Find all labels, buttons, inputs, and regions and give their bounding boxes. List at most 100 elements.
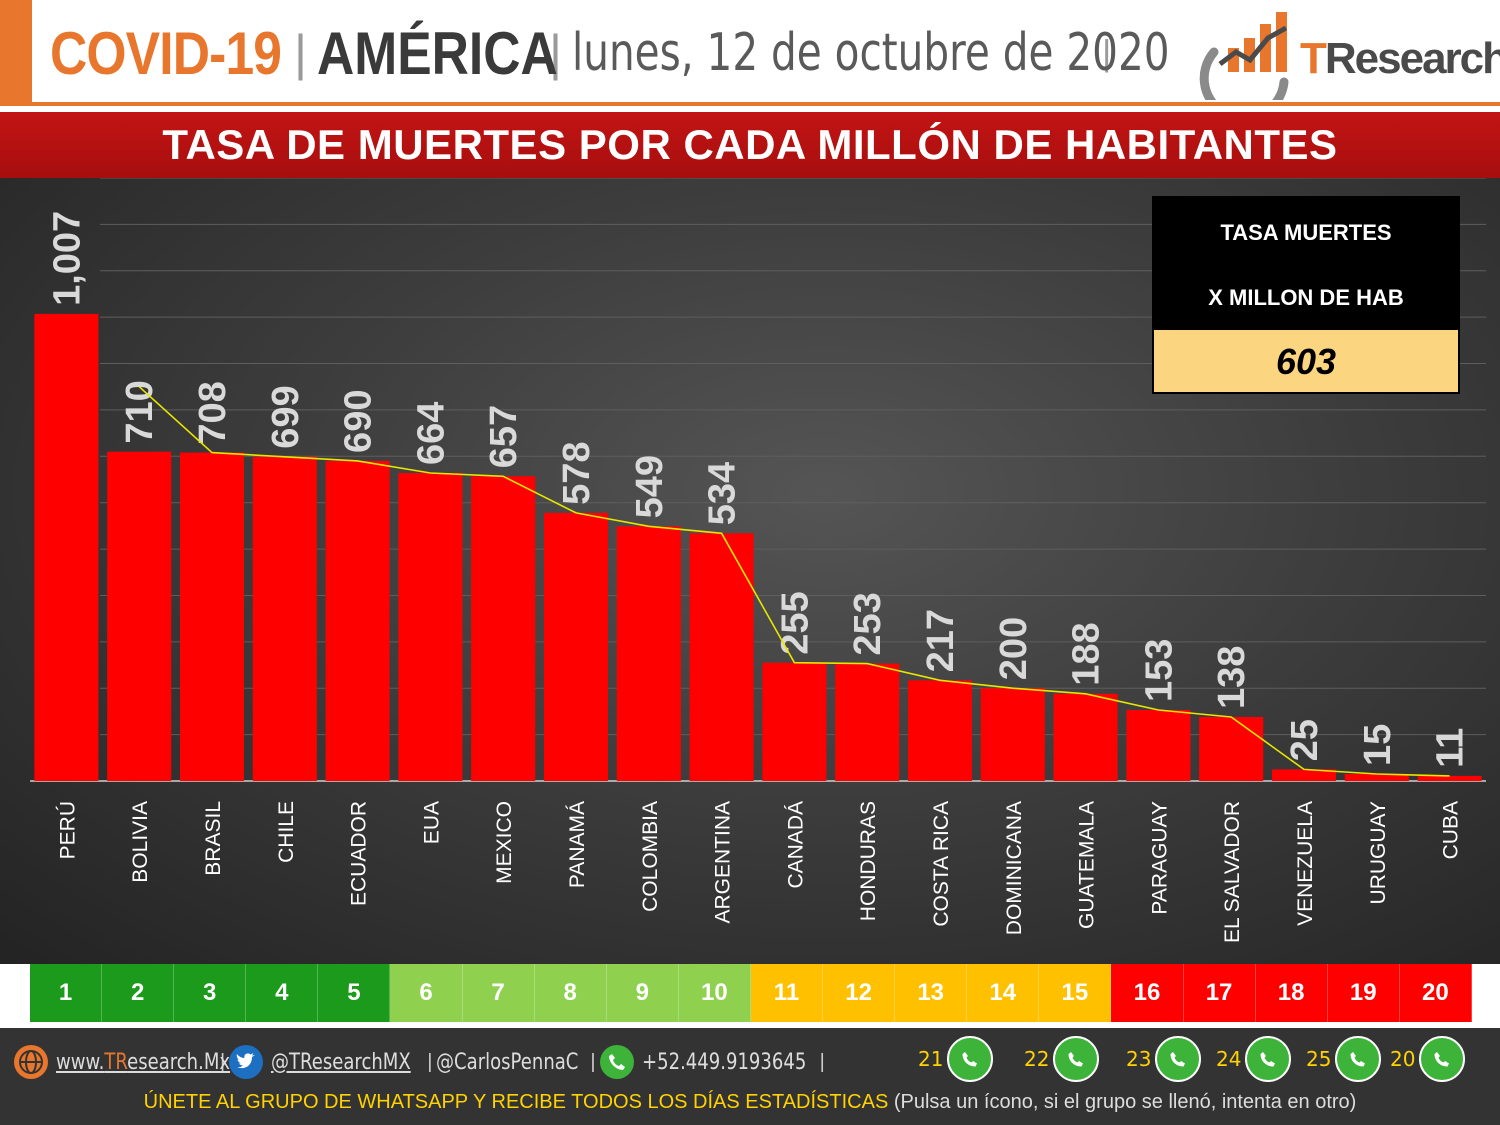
category-label: HONDURAS	[857, 801, 880, 921]
data-label: 11	[1430, 728, 1472, 768]
data-label: 710	[119, 380, 161, 443]
summary-label-line2: X MILLON DE HAB	[1208, 285, 1404, 310]
rank-cell: 17	[1183, 964, 1256, 1022]
bar	[543, 512, 609, 781]
category-label: CHILE	[275, 801, 298, 863]
bar	[762, 662, 827, 781]
logo-wordmark: TResearch	[1300, 34, 1500, 83]
rank-cell: 16	[1111, 964, 1184, 1022]
whatsapp-group-button[interactable]: 22	[1024, 1036, 1100, 1082]
summary-label-line1: TASA MUERTES	[1220, 220, 1392, 245]
category-label: URUGUAY	[1367, 801, 1390, 904]
twitter-icon	[229, 1045, 264, 1079]
instagram-handle: @CarlosPennaC	[436, 1049, 579, 1075]
category-label: EL SALVADOR	[1221, 801, 1244, 943]
whatsapp-group-button[interactable]: 24	[1216, 1036, 1292, 1082]
rank-cell: 10	[678, 964, 751, 1022]
rank-cell: 14	[967, 964, 1040, 1022]
whatsapp-group-button[interactable]: 23	[1126, 1036, 1202, 1082]
data-label: 549	[629, 455, 671, 518]
category-label: ECUADOR	[348, 801, 371, 906]
bar	[34, 313, 99, 781]
category-label: EUA	[420, 801, 443, 844]
data-label: 657	[483, 405, 525, 468]
category-label: VENEZUELA	[1294, 801, 1317, 926]
category-label: PANAMÁ	[566, 801, 589, 888]
whatsapp-group-button[interactable]: 25	[1306, 1036, 1382, 1082]
bar	[1126, 710, 1191, 781]
chart-title: TASA DE MUERTES POR CADA MILLÓN DE HABIT…	[162, 121, 1338, 168]
whatsapp-icon	[1335, 1036, 1382, 1082]
whatsapp-icon	[947, 1036, 994, 1082]
data-label: 578	[556, 441, 598, 504]
whatsapp-icon	[1245, 1036, 1292, 1082]
rank-cell: 20	[1399, 964, 1472, 1022]
bar	[398, 473, 463, 781]
bar	[179, 452, 245, 781]
category-label: CANADÁ	[784, 801, 807, 889]
category-label: DOMINICANA	[1003, 801, 1026, 935]
rank-cell: 3	[174, 964, 247, 1022]
summary-header: TASA MUERTES X MILLON DE HAB	[1154, 198, 1458, 328]
data-label: 25	[1284, 719, 1326, 761]
twitter-link[interactable]: @TResearchMX	[271, 1049, 411, 1075]
bar	[325, 460, 390, 781]
rank-cell: 6	[390, 964, 463, 1022]
category-label: PARAGUAY	[1148, 801, 1171, 915]
bar	[835, 663, 900, 781]
whatsapp-hint: (Pulsa un ícono, si el grupo se llenó, i…	[893, 1091, 1357, 1113]
phone-number: +52.449.9193645	[641, 1049, 806, 1075]
rank-cell: 4	[246, 964, 319, 1022]
data-label: 15	[1357, 724, 1399, 766]
whatsapp-cta: ÚNETE AL GRUPO DE WHATSAPP Y RECIBE TODO…	[143, 1091, 889, 1113]
footer-separator: |	[427, 1050, 433, 1073]
whatsapp-icon	[1155, 1036, 1202, 1082]
rank-cell: 2	[102, 964, 175, 1022]
category-label: BRASIL	[202, 801, 225, 876]
rank-strip: 1 2 3 4 5 6 7 8 9 10 11 12 13 14 15 16 17 18 19 20	[30, 964, 1472, 1022]
rank-cell: 9	[606, 964, 679, 1022]
category-label: PERÚ	[56, 801, 79, 859]
header-covid-label: COVID-19	[50, 19, 282, 87]
category-label: COLOMBIA	[639, 801, 662, 912]
whatsapp-group-button[interactable]: 21	[918, 1036, 994, 1082]
header-title: COVID-19 | AMÉRICA | lunes, 12 de octubr…	[50, 18, 1170, 88]
website-link[interactable]: www.TResearch.Mx	[56, 1049, 231, 1075]
whatsapp-icon	[1053, 1036, 1100, 1082]
category-label: ARGENTINA	[712, 801, 735, 924]
data-label: 708	[192, 381, 234, 444]
rank-cell: 11	[750, 964, 824, 1022]
footer-separator: |	[819, 1050, 825, 1073]
header-region: AMÉRICA	[317, 19, 558, 87]
header-date: lunes, 12 de octubre de 2020	[572, 23, 1170, 83]
data-label: 200	[993, 617, 1035, 680]
whatsapp-group-button[interactable]: 20	[1390, 1036, 1466, 1082]
bar	[1199, 716, 1264, 781]
header-underline	[32, 102, 1500, 106]
summary-box: TASA MUERTES X MILLON DE HAB 603	[1152, 196, 1460, 394]
rank-cell: 18	[1255, 964, 1328, 1022]
bar	[252, 456, 317, 781]
header-separator: |	[1102, 32, 1112, 73]
data-label: 699	[265, 385, 307, 448]
data-label: 1,007	[46, 211, 88, 306]
tresearch-logo: TResearch	[1196, 4, 1500, 123]
chart-title-bar: TASA DE MUERTES POR CADA MILLÓN DE HABIT…	[0, 112, 1500, 178]
bar	[1271, 769, 1337, 781]
footer: www.TResearch.Mx | @TResearchMX | @Carlo…	[0, 1028, 1500, 1125]
bar	[1344, 774, 1409, 781]
bar	[980, 688, 1045, 781]
category-label: MEXICO	[493, 801, 516, 884]
footer-contacts: www.TResearch.Mx | @TResearchMX | @Carlo…	[14, 1040, 829, 1084]
summary-value: 603	[1154, 328, 1458, 392]
data-label: 255	[774, 591, 816, 654]
rank-cell: 19	[1327, 964, 1400, 1022]
bar	[471, 476, 536, 781]
bar	[616, 526, 681, 781]
category-label: BOLIVIA	[129, 801, 152, 883]
rank-cell: 1	[30, 964, 103, 1022]
rank-cell: 15	[1039, 964, 1112, 1022]
rank-cell: 13	[895, 964, 968, 1022]
category-label: CUBA	[1440, 801, 1463, 859]
bar	[107, 451, 172, 781]
